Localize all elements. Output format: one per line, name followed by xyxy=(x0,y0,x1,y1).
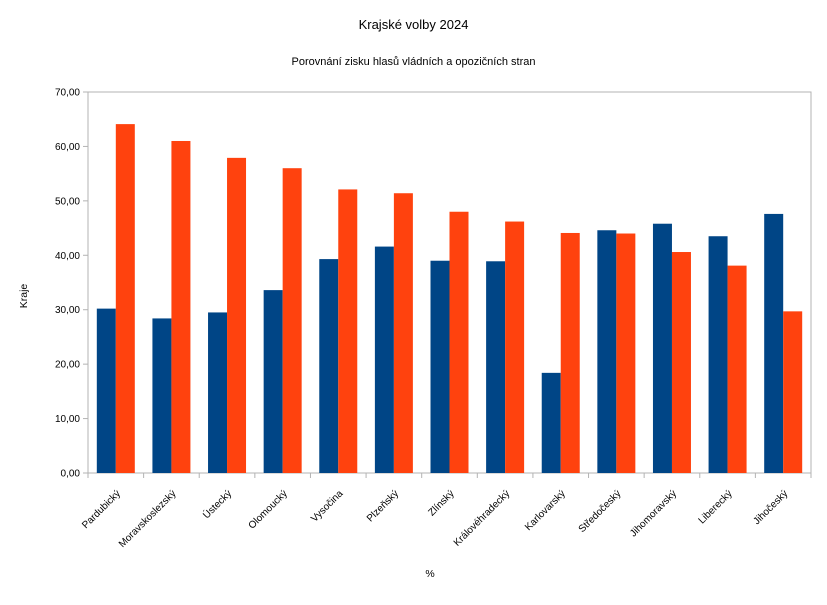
x-tick-label-8: Karlovarský xyxy=(523,488,568,533)
bar-series-1-blue-2 xyxy=(208,312,228,473)
x-tick-label-11: Liberecký xyxy=(697,488,735,526)
bar-series-1-blue-9 xyxy=(597,230,617,473)
y-tick-label: 20,00 xyxy=(55,360,80,371)
x-tick-label-0: Pardubický xyxy=(80,488,123,531)
x-tick-label-1: Moravskoslezský xyxy=(117,488,179,550)
x-tick-label-12: Jihočeský xyxy=(751,488,790,527)
bar-series-1-blue-6 xyxy=(430,260,450,473)
bar-series-2-orange-9 xyxy=(616,233,636,473)
bar-series-1-blue-0 xyxy=(96,308,116,473)
bar-series-2-orange-8 xyxy=(560,232,580,473)
bar-series-2-orange-1 xyxy=(171,140,191,473)
x-tick-label-3: Olomoucký xyxy=(247,488,290,531)
y-tick-label: 60,00 xyxy=(55,142,80,153)
x-tick-label-2: Ústecký xyxy=(200,487,234,521)
bar-series-2-orange-5 xyxy=(393,193,413,474)
bar-series-1-blue-4 xyxy=(319,259,339,473)
chart-title: Krajské volby 2024 xyxy=(358,17,469,32)
bar-series-2-orange-6 xyxy=(449,211,469,473)
y-axis-title: Kraje xyxy=(18,284,30,309)
x-tick-label-4: Vysočina xyxy=(309,488,346,525)
bar-series-1-blue-1 xyxy=(152,318,172,473)
y-tick-label: 40,00 xyxy=(55,251,80,262)
y-tick-label: 0,00 xyxy=(61,469,81,480)
bar-series-1-blue-3 xyxy=(263,290,283,473)
bar-series-2-orange-3 xyxy=(282,168,302,473)
y-tick-label: 30,00 xyxy=(55,305,80,316)
bar-series-1-blue-5 xyxy=(374,246,394,473)
bar-series-2-orange-12 xyxy=(783,311,803,473)
y-tick-label: 70,00 xyxy=(55,88,80,99)
x-axis-title: % xyxy=(425,568,434,580)
bar-series-2-orange-11 xyxy=(727,265,747,473)
bar-series-1-blue-10 xyxy=(652,223,672,473)
bar-series-2-orange-0 xyxy=(115,124,135,473)
y-tick-label: 50,00 xyxy=(55,196,80,207)
y-tick-label: 10,00 xyxy=(55,414,80,425)
bar-series-2-orange-4 xyxy=(338,189,358,474)
bar-series-1-blue-8 xyxy=(541,372,561,473)
bar-series-1-blue-12 xyxy=(764,213,784,474)
x-tick-label-10: Jihomoravský xyxy=(628,488,679,539)
x-tick-label-7: Královéhradecký xyxy=(452,488,512,548)
x-tick-label-5: Plzeňský xyxy=(365,488,401,524)
chart-subtitle: Porovnání zisku hlasů vládních a opozičn… xyxy=(291,56,536,68)
x-tick-label-9: Středočeský xyxy=(577,488,624,535)
bar-series-2-orange-2 xyxy=(227,157,247,473)
bar-series-2-orange-10 xyxy=(671,252,691,473)
bar-series-1-blue-7 xyxy=(486,261,506,473)
x-tick-label-6: Zlínský xyxy=(426,488,456,518)
bar-series-2-orange-7 xyxy=(505,221,525,473)
bar-series-1-blue-11 xyxy=(708,236,728,473)
